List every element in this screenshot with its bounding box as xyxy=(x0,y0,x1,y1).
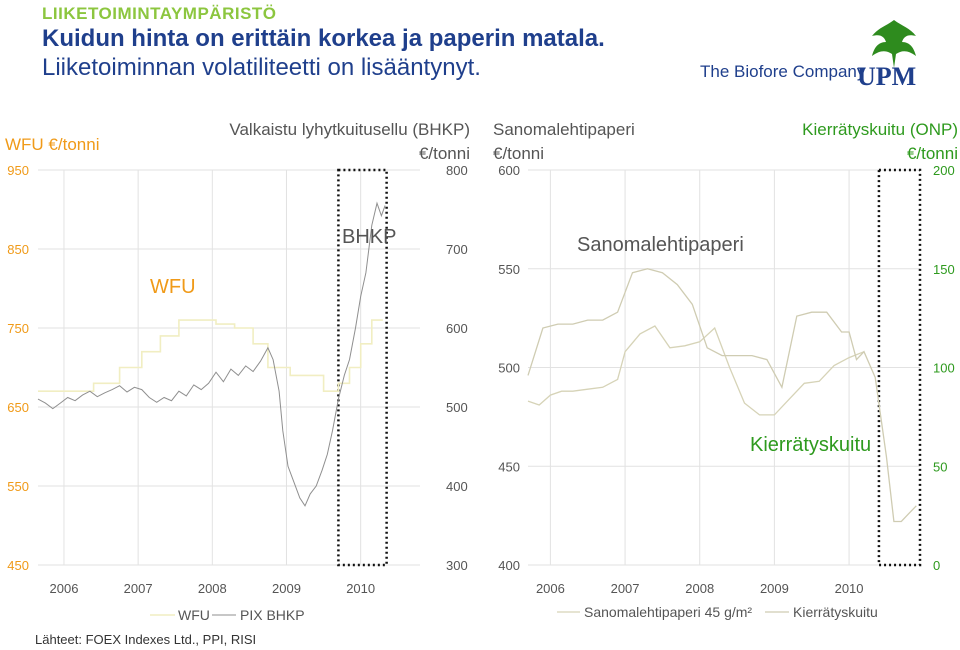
legend-recycled-label: Kierrätyskuitu xyxy=(793,604,878,620)
chart2-right-tick-labels: 200 150 100 50 0 xyxy=(933,163,955,573)
x-tick-label: 2009 xyxy=(760,581,789,596)
x-tick-label: 2010 xyxy=(346,581,375,596)
highlight-dotted-box xyxy=(877,168,922,567)
recycled-fibre-series-line xyxy=(527,268,917,523)
slide-title-line-2: Liiketoiminnan volatiliteetti on lisäänt… xyxy=(42,54,481,81)
left-tick-label: 450 xyxy=(498,459,520,474)
right-tick-label: 800 xyxy=(446,163,468,178)
x-tick-label: 2008 xyxy=(685,581,714,596)
chart2-grid xyxy=(528,169,920,566)
right-tick-label: 600 xyxy=(446,321,468,336)
upm-logo-text: UPM xyxy=(857,62,917,91)
right-tick-label: 50 xyxy=(933,459,947,474)
right-tick-label: 300 xyxy=(446,558,468,573)
left-tick-label: 650 xyxy=(7,400,29,415)
wfu-series-line xyxy=(38,319,383,392)
left-tick-label: 500 xyxy=(498,361,520,376)
legend-newsprint-label: Sanomalehtipaperi 45 g/m² xyxy=(584,604,752,620)
x-tick-label: 2006 xyxy=(50,581,79,596)
left-tick-label: 600 xyxy=(498,163,520,178)
chart2-left-axis-title-2: €/tonni xyxy=(493,144,544,163)
wfu-bhkp-chart: 950 850 750 650 550 450 800 700 600 500 400 300 20… xyxy=(5,120,470,623)
chart1-left-tick-labels: 950 850 750 650 550 450 xyxy=(7,163,29,573)
right-tick-label: 200 xyxy=(933,163,955,178)
chart1-x-tick-labels: 2006 2007 2008 2009 2010 xyxy=(50,581,376,596)
chart2-left-axis-title-1: Sanomalehtipaperi xyxy=(493,120,635,139)
chart1-right-axis-title-1: Valkaistu lyhytkuitusellu (BHKP) xyxy=(229,120,470,139)
chart1-legend: WFU PIX BHKP xyxy=(150,607,305,623)
recycled-annotation: Kierrätyskuitu xyxy=(750,434,871,456)
left-tick-label: 950 xyxy=(7,163,29,178)
right-tick-label: 0 xyxy=(933,558,940,573)
chart2-highlight-box xyxy=(877,168,922,567)
left-tick-label: 850 xyxy=(7,242,29,257)
legend-bhkp-label: PIX BHKP xyxy=(240,607,305,623)
upm-griffin-logo-icon xyxy=(872,20,916,68)
chart1-highlight-box xyxy=(337,168,388,567)
chart2-x-tick-labels: 2006 2007 2008 2009 2010 xyxy=(536,581,864,596)
left-tick-label: 400 xyxy=(498,558,520,573)
x-tick-label: 2007 xyxy=(124,581,153,596)
left-tick-label: 550 xyxy=(7,479,29,494)
right-tick-label: 700 xyxy=(446,242,468,257)
chart1-left-axis-title: WFU €/tonni xyxy=(5,135,99,154)
x-tick-label: 2006 xyxy=(536,581,565,596)
highlight-dotted-box xyxy=(337,168,388,567)
section-label: LIIKETOIMINTAYMPÄRISTÖ xyxy=(42,4,277,23)
x-tick-label: 2010 xyxy=(835,581,864,596)
right-tick-label: 400 xyxy=(446,479,468,494)
chart1-right-axis-title-2: €/tonni xyxy=(419,144,470,163)
x-tick-label: 2008 xyxy=(198,581,227,596)
wfu-annotation: WFU xyxy=(150,276,196,298)
chart1-right-tick-labels: 800 700 600 500 400 300 xyxy=(446,163,468,573)
right-tick-label: 150 xyxy=(933,262,955,277)
newsprint-series-line xyxy=(527,325,865,416)
right-tick-label: 500 xyxy=(446,400,468,415)
legend-wfu-label: WFU xyxy=(178,607,210,623)
left-tick-label: 450 xyxy=(7,558,29,573)
left-tick-label: 550 xyxy=(498,262,520,277)
source-note: Lähteet: FOEX Indexes Ltd., PPI, RISI xyxy=(35,632,256,647)
chart2-right-axis-title-2: €/tonni xyxy=(907,144,958,163)
chart2-legend: Sanomalehtipaperi 45 g/m² Kierrätyskuitu xyxy=(557,604,878,620)
bhkp-annotation: BHKP xyxy=(342,226,396,248)
left-tick-label: 750 xyxy=(7,321,29,336)
newsprint-annotation: Sanomalehtipaperi xyxy=(577,234,744,256)
slide-title-line-1: Kuidun hinta on erittäin korkea ja paper… xyxy=(42,25,605,52)
x-tick-label: 2009 xyxy=(272,581,301,596)
bhkp-series-line xyxy=(37,201,386,507)
chart2-right-axis-title-1: Kierrätyskuitu (ONP) xyxy=(802,120,958,139)
company-tagline: The Biofore Company xyxy=(700,62,866,81)
right-tick-label: 100 xyxy=(933,361,955,376)
x-tick-label: 2007 xyxy=(611,581,640,596)
chart2-left-tick-labels: 600 550 500 450 400 xyxy=(498,163,520,573)
